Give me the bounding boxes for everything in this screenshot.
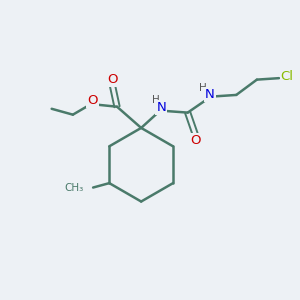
Text: Cl: Cl: [281, 70, 294, 83]
Text: O: O: [107, 73, 118, 86]
Text: H: H: [152, 95, 160, 105]
Text: N: N: [205, 88, 214, 101]
Text: N: N: [156, 101, 166, 114]
Text: O: O: [87, 94, 98, 107]
Text: H: H: [199, 82, 207, 93]
Text: CH₃: CH₃: [64, 182, 84, 193]
Text: O: O: [190, 134, 201, 147]
